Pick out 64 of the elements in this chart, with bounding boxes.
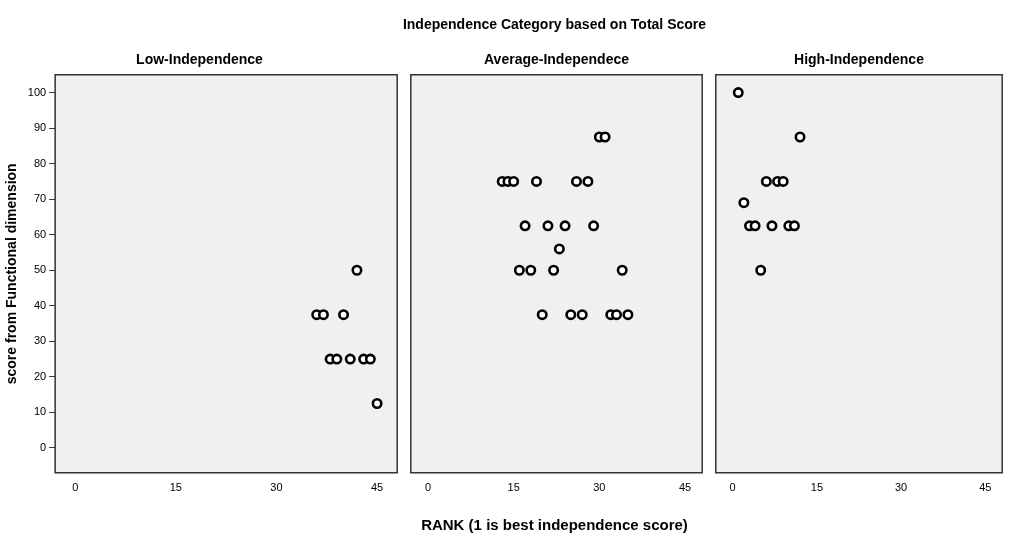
y-tick-label: 80 bbox=[33, 156, 47, 169]
point bbox=[548, 264, 560, 276]
point bbox=[766, 220, 778, 232]
point bbox=[738, 197, 750, 209]
y-tick-label: 90 bbox=[33, 121, 47, 134]
point bbox=[364, 353, 376, 365]
point bbox=[777, 175, 789, 187]
x-tick-label: 45 bbox=[678, 481, 692, 494]
point bbox=[536, 309, 548, 321]
x-tick-label: 15 bbox=[169, 481, 182, 494]
point bbox=[519, 220, 531, 232]
point bbox=[732, 87, 744, 99]
point bbox=[610, 309, 622, 321]
point bbox=[525, 264, 537, 276]
chart-title: High-Independence bbox=[794, 51, 925, 68]
point bbox=[371, 398, 383, 410]
point bbox=[513, 264, 525, 276]
point bbox=[344, 353, 356, 365]
point bbox=[571, 175, 582, 187]
point bbox=[582, 175, 594, 187]
point bbox=[788, 220, 800, 232]
point bbox=[559, 220, 571, 232]
point bbox=[338, 309, 350, 321]
point bbox=[542, 220, 554, 232]
point bbox=[531, 175, 542, 187]
y-tick-label: 50 bbox=[33, 263, 47, 276]
point bbox=[588, 220, 600, 232]
x-tick-label: 15 bbox=[507, 481, 520, 494]
x-tick-label: 45 bbox=[979, 481, 992, 494]
point bbox=[317, 309, 329, 321]
point bbox=[351, 264, 363, 276]
x-tick-label: 30 bbox=[270, 481, 283, 494]
x-tick-label: 30 bbox=[894, 481, 908, 494]
x-axis-title: RANK (1 is best independence score) bbox=[421, 516, 688, 533]
x-tick-label: 0 bbox=[424, 481, 431, 494]
point bbox=[565, 309, 577, 321]
point bbox=[794, 131, 806, 143]
x-tick-label: 30 bbox=[593, 481, 606, 494]
chart-title: Average-Independece bbox=[484, 51, 630, 68]
y-tick-label: 0 bbox=[40, 440, 47, 453]
point bbox=[760, 175, 772, 187]
y-axis-title: score from Functional dimension bbox=[3, 163, 20, 385]
point bbox=[749, 220, 761, 232]
y-tick-label: 30 bbox=[33, 334, 47, 347]
x-tick-label: 45 bbox=[370, 481, 384, 494]
point bbox=[622, 309, 634, 321]
y-tick-label: 10 bbox=[33, 405, 47, 418]
x-tick-label: 0 bbox=[729, 481, 736, 494]
y-tick-label: 100 bbox=[27, 85, 47, 98]
point bbox=[331, 353, 343, 365]
x-tick-label: 15 bbox=[810, 481, 824, 494]
y-tick-label: 20 bbox=[33, 369, 47, 382]
y-tick-label: 70 bbox=[33, 192, 47, 205]
point bbox=[576, 309, 588, 321]
chart-title: Low-Independence bbox=[136, 51, 264, 68]
y-tick-label: 60 bbox=[33, 227, 47, 240]
point bbox=[755, 264, 767, 276]
point bbox=[616, 264, 628, 276]
point bbox=[599, 131, 611, 143]
x-tick-label: 0 bbox=[72, 481, 79, 494]
point bbox=[508, 175, 520, 187]
y-tick-label: 40 bbox=[33, 298, 47, 311]
point bbox=[553, 243, 565, 255]
text: Independence Category based on Total Score bbox=[402, 16, 707, 32]
